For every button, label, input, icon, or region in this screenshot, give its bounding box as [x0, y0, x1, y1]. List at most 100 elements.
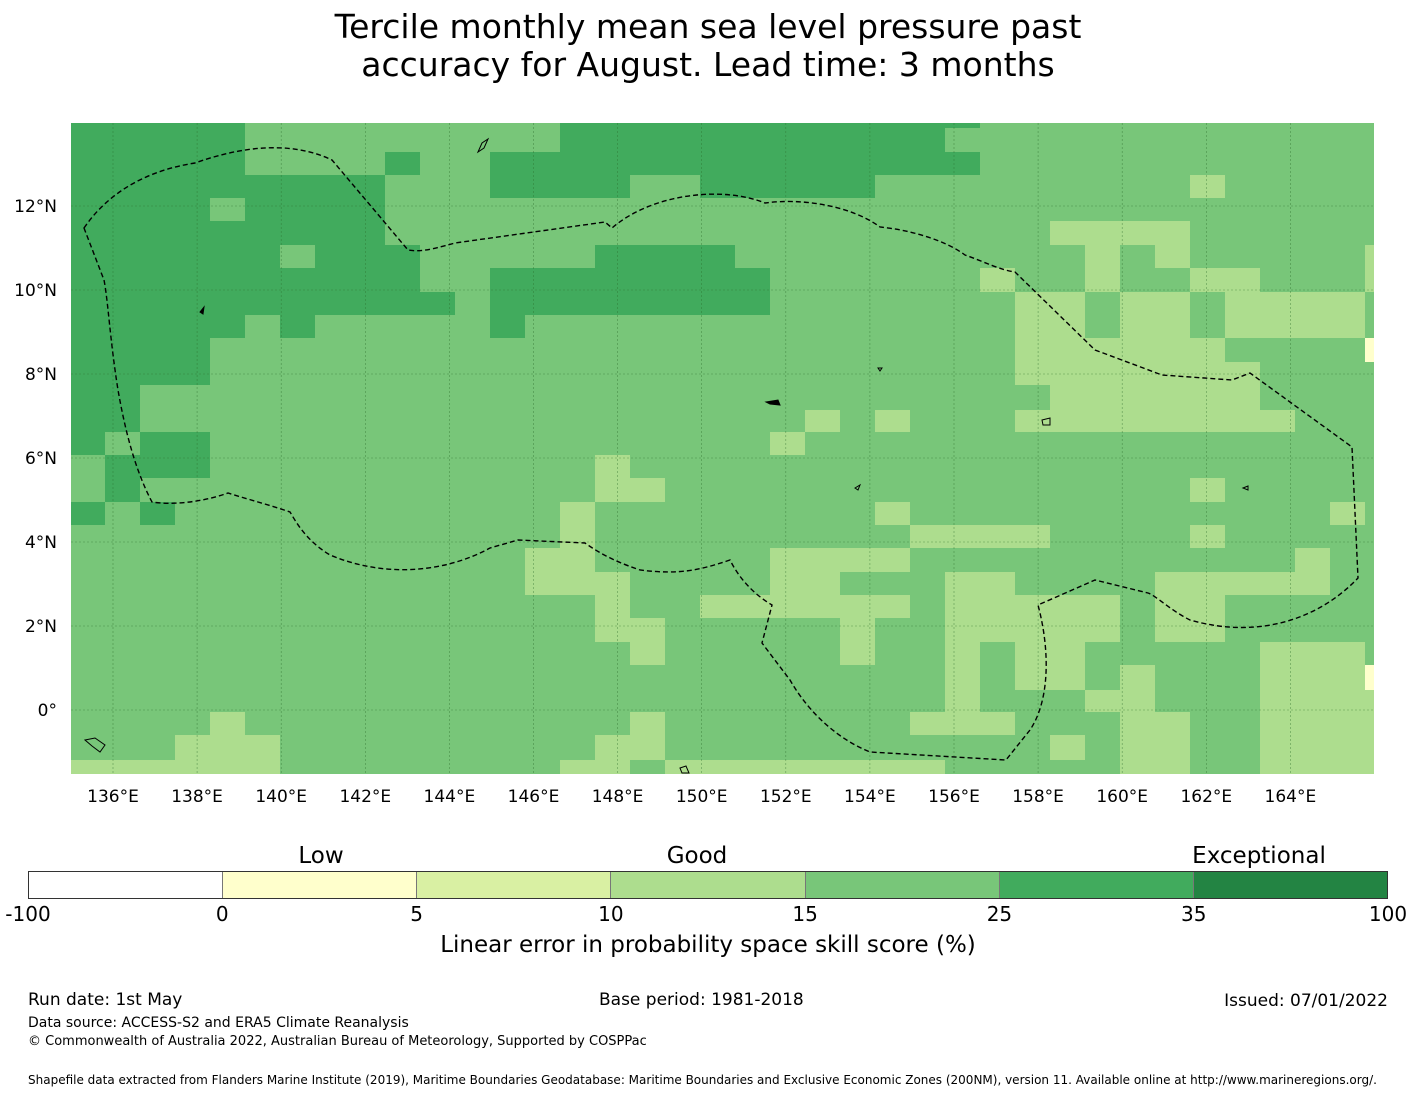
skill-cell	[105, 432, 140, 455]
skill-cell	[945, 123, 980, 128]
skill-cell	[875, 502, 910, 525]
colorbar-label: Linear error in probability space skill …	[440, 932, 976, 958]
skill-cell	[840, 760, 945, 774]
skill-cell	[595, 735, 665, 760]
latitude-tick-label: 12°N	[14, 197, 57, 217]
shapefile-credit: Shapefile data extracted from Flanders M…	[28, 1073, 1377, 1087]
skill-cell	[210, 712, 245, 735]
skill-cell	[71, 502, 105, 525]
skill-cell	[1365, 665, 1374, 690]
colorbar-tick-label: -100	[5, 902, 51, 926]
skill-cell	[1120, 292, 1190, 338]
skill-cell	[280, 245, 315, 268]
skill-cell	[945, 618, 980, 712]
skill-cell	[210, 338, 245, 385]
skill-cell	[1120, 665, 1155, 712]
skill-cell	[700, 175, 875, 198]
longitude-tick-label: 154°E	[844, 787, 896, 807]
longitude-tick-label: 164°E	[1265, 787, 1317, 807]
skill-cell	[490, 315, 525, 338]
skill-cell	[910, 525, 1050, 548]
colorbar	[28, 871, 1388, 899]
skill-cell	[700, 595, 910, 618]
skill-cell	[1015, 292, 1085, 338]
skill-cell	[630, 712, 665, 735]
skill-cell	[560, 123, 945, 152]
latitude-tick-label: 0°	[38, 701, 57, 721]
colorbar-segment	[1193, 872, 1387, 898]
longitude-labels: 136°E 138°E 140°E 142°E 144°E 146°E 148°E 150°E…	[87, 787, 1316, 807]
skill-cell	[385, 292, 455, 315]
skill-cell	[245, 315, 280, 338]
skill-cell	[1260, 712, 1365, 774]
longitude-tick-label: 156°E	[928, 787, 980, 807]
skill-cell	[945, 152, 980, 175]
latitude-labels: 12°N 10°N 8°N 6°N 4°N 2°N 0°	[14, 197, 57, 721]
colorbar-tick-label: 5	[410, 902, 423, 926]
skill-cell	[840, 548, 910, 572]
longitude-tick-label: 138°E	[171, 787, 223, 807]
skill-cell	[1190, 175, 1225, 198]
skill-map: 136°E 138°E 140°E 142°E 144°E 146°E 148°E 150°E…	[14, 123, 1374, 807]
skill-cell	[490, 268, 770, 315]
skill-cell	[560, 760, 630, 774]
eez-boundary	[83, 147, 1359, 761]
skill-cell	[1365, 338, 1374, 362]
longitude-tick-label: 162°E	[1180, 787, 1232, 807]
longitude-tick-label: 152°E	[760, 787, 812, 807]
skill-cell	[1120, 712, 1190, 774]
skill-cell	[770, 432, 805, 455]
run-date: Run date: 1st May	[28, 990, 183, 1010]
islands	[83, 137, 1249, 774]
skill-cell	[945, 712, 1015, 735]
latitude-tick-label: 6°N	[25, 449, 57, 469]
skill-cell	[1015, 642, 1085, 690]
colorbar-tick-label: 15	[792, 902, 818, 926]
skill-cell	[1050, 385, 1260, 410]
colorbar-tick-label: 35	[1180, 902, 1207, 926]
skill-cell	[595, 245, 735, 268]
skill-cell	[980, 268, 1015, 292]
skill-cell	[1050, 221, 1190, 245]
skill-cell	[210, 198, 245, 221]
skill-cell	[1190, 478, 1225, 502]
skill-cell	[1085, 690, 1120, 712]
longitude-tick-label: 160°E	[1096, 787, 1148, 807]
colorbar-segment	[805, 872, 1000, 898]
colorbar-tick-label: 10	[598, 902, 624, 926]
skill-cell	[1155, 595, 1225, 642]
colorbar-segment	[223, 872, 418, 898]
data-source: Data source: ACCESS-S2 and ERA5 Climate …	[28, 1015, 409, 1031]
skill-cell	[1225, 292, 1365, 338]
skill-cell	[175, 385, 210, 432]
colorbar-segment	[29, 872, 224, 898]
skill-cell	[1330, 502, 1365, 525]
legend-category-good: Good	[666, 843, 728, 869]
map-title-line1: Tercile monthly mean sea level pressure …	[334, 7, 1082, 46]
skill-cell	[525, 548, 595, 595]
longitude-tick-label: 144°E	[424, 787, 476, 807]
skill-cell	[665, 760, 840, 774]
colorbar-tick-label: 25	[986, 902, 1013, 926]
skill-cell	[315, 245, 420, 292]
skill-cell	[875, 410, 910, 432]
graticule	[71, 123, 1374, 774]
colorbar-tick-label: 100	[1368, 902, 1408, 926]
skill-cell	[71, 760, 175, 774]
skill-grid	[71, 123, 1374, 774]
issued-date: Issued: 07/01/2022	[1224, 991, 1388, 1011]
skill-cell	[140, 502, 175, 525]
latitude-tick-label: 10°N	[14, 281, 57, 301]
skill-cell	[840, 618, 875, 665]
skill-cell	[385, 152, 420, 175]
skill-cell	[280, 315, 315, 338]
skill-cell	[1155, 245, 1190, 268]
colorbar-tick-label: 0	[215, 902, 229, 926]
skill-cell	[630, 478, 665, 502]
map-title-line2: accuracy for August. Lead time: 3 months	[361, 45, 1055, 84]
colorbar-segment	[417, 872, 612, 898]
skill-cell	[1015, 410, 1295, 432]
latitude-tick-label: 2°N	[25, 617, 57, 637]
longitude-tick-label: 150°E	[676, 787, 728, 807]
skill-cell	[105, 455, 140, 502]
